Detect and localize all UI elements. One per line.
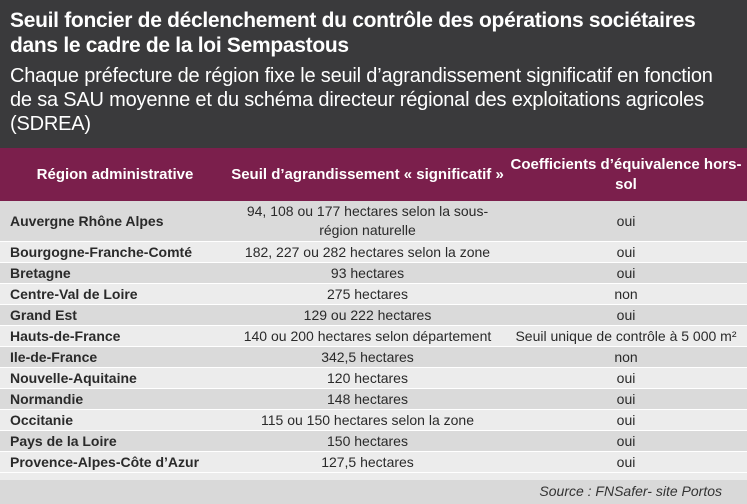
region-cell: Pays de la Loire — [10, 433, 117, 449]
table-row: Centre-Val de Loire 275 hectares non — [0, 284, 747, 305]
coefficient-cell: oui — [616, 391, 636, 407]
table-row: Bourgogne-Franche-Comté 182, 227 ou 282 … — [0, 242, 747, 263]
page-subtitle: Chaque préfecture de région fixe le seui… — [10, 65, 713, 135]
region-cell: Grand Est — [10, 307, 77, 323]
column-header-threshold: Seuil d’agrandissement « significatif » — [231, 165, 504, 183]
table-row: Provence-Alpes-Côte d’Azur 127,5 hectare… — [0, 452, 747, 473]
table-row: Pays de la Loire 150 hectares oui — [0, 431, 747, 452]
table-row: Normandie 148 hectares oui — [0, 389, 747, 410]
region-cell: Ile-de-France — [10, 349, 98, 365]
coefficient-cell: Seuil unique de contrôle à 5 000 m² — [515, 328, 737, 344]
coefficient-cell: oui — [616, 213, 636, 229]
source-credit: Source : FNSafer- site Portos — [539, 483, 722, 499]
table-header: Région administrative Seuil d’agrandisse… — [0, 148, 747, 201]
table-body: Auvergne Rhône Alpes 94, 108 ou 177 hect… — [0, 201, 747, 473]
threshold-cell: 115 ou 150 hectares selon la zone — [260, 411, 474, 428]
region-cell: Provence-Alpes-Côte d’Azur — [10, 454, 200, 470]
coefficient-cell: oui — [616, 265, 636, 281]
coefficient-cell: oui — [616, 307, 636, 323]
table-row: Bretagne 93 hectares oui — [0, 263, 747, 284]
coefficient-cell: oui — [616, 433, 636, 449]
table-row: Nouvelle-Aquitaine 120 hectares oui — [0, 368, 747, 389]
region-cell: Nouvelle-Aquitaine — [10, 370, 137, 386]
threshold-cell: 94, 108 ou 177 hectares selon la sous-ré… — [246, 203, 489, 238]
threshold-cell: 182, 227 ou 282 hectares selon la zone — [244, 243, 491, 260]
threshold-cell: 150 hectares — [327, 432, 408, 449]
footer-bar: Source : FNSafer- site Portos — [0, 480, 747, 504]
threshold-cell: 120 hectares — [327, 369, 408, 386]
coefficient-cell: non — [614, 349, 638, 365]
threshold-cell: 275 hectares — [327, 285, 408, 302]
threshold-cell: 129 ou 222 hectares — [303, 306, 432, 323]
region-cell: Normandie — [10, 391, 84, 407]
table-row: Auvergne Rhône Alpes 94, 108 ou 177 hect… — [0, 201, 747, 242]
page-title: Seuil foncier de déclenchement du contrô… — [10, 9, 696, 57]
threshold-cell: 140 ou 200 hectares selon département — [243, 327, 492, 344]
threshold-cell: 148 hectares — [327, 390, 408, 407]
region-cell: Hauts-de-France — [10, 328, 121, 344]
coefficient-cell: oui — [616, 454, 636, 470]
region-cell: Auvergne Rhône Alpes — [10, 213, 164, 229]
threshold-cell: 127,5 hectares — [321, 453, 414, 470]
column-header-region: Région administrative — [36, 165, 194, 183]
column-header-coefficients: Coefficients d’équivalence hors-sol — [510, 155, 742, 193]
region-cell: Bretagne — [10, 265, 71, 281]
header-banner: Seuil foncier de déclenchement du contrô… — [0, 0, 747, 148]
region-cell: Centre-Val de Loire — [10, 286, 138, 302]
table-row: Grand Est 129 ou 222 hectares oui — [0, 305, 747, 326]
region-cell: Occitanie — [10, 412, 74, 428]
table-row: Ile-de-France 342,5 hectares non — [0, 347, 747, 368]
coefficient-cell: non — [614, 286, 638, 302]
coefficient-cell: oui — [616, 412, 636, 428]
table-row: Occitanie 115 ou 150 hectares selon la z… — [0, 410, 747, 431]
threshold-cell: 342,5 hectares — [321, 348, 414, 365]
table-row: Hauts-de-France 140 ou 200 hectares selo… — [0, 326, 747, 347]
threshold-cell: 93 hectares — [330, 264, 405, 281]
coefficient-cell: oui — [616, 244, 636, 260]
region-cell: Bourgogne-Franche-Comté — [10, 244, 192, 260]
coefficient-cell: oui — [616, 370, 636, 386]
